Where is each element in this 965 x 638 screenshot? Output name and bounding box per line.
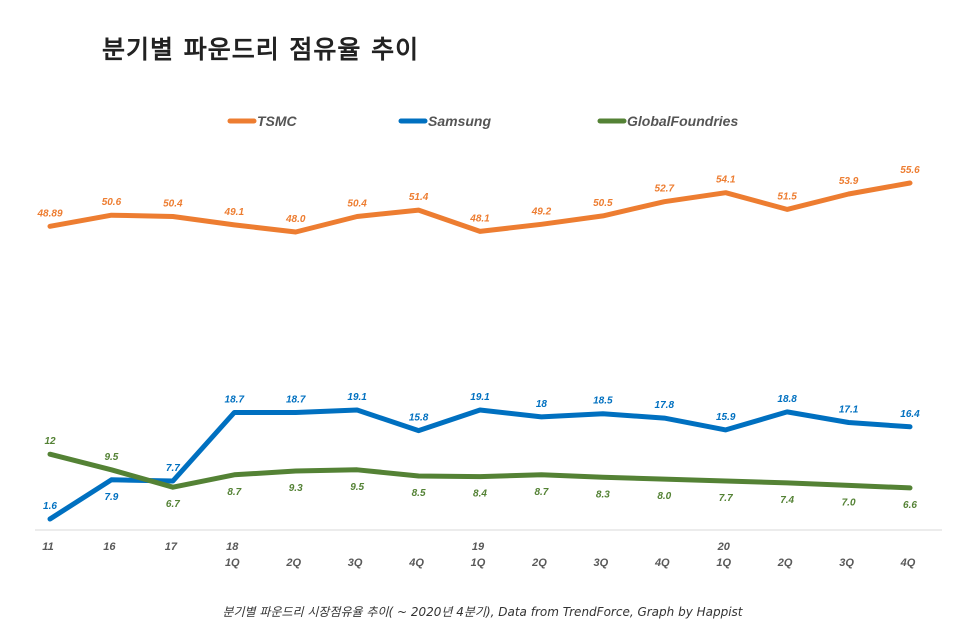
chart-caption: 분기별 파운드리 시장점유율 추이( ~ 2020년 4분기), Data fr…: [222, 605, 743, 619]
data-label-tsmc: 48.1: [469, 213, 490, 224]
x-axis-tick-labels: 11 16 17 18 1Q 2Q 3Q 4Q 19 1Q 2Q 3Q 4Q 20 1Q 2Q 3Q 4Q: [42, 541, 915, 569]
data-label-samsung: 16.4: [900, 409, 920, 420]
data-label-tsmc: 50.5: [593, 198, 613, 209]
x-tick-quarter: 1Q: [471, 557, 486, 569]
data-label-samsung: 19.1: [347, 392, 367, 403]
x-tick-year: 20: [717, 541, 731, 553]
data-label-globalfoundries: 8.5: [412, 488, 426, 499]
x-tick-quarter: 1Q: [716, 557, 731, 569]
data-label-globalfoundries: 9.3: [289, 483, 303, 494]
x-tick-quarter: 4Q: [900, 557, 916, 569]
chart-title: 분기별 파운드리 점유율 추이: [102, 35, 420, 64]
legend: TSMC Samsung GlobalFoundries: [227, 113, 738, 129]
data-label-globalfoundries: 12: [44, 436, 56, 447]
x-tick-quarter: 3Q: [839, 557, 854, 569]
data-label-tsmc: 50.4: [347, 199, 367, 210]
data-label-globalfoundries: 6.6: [903, 500, 917, 511]
data-label-tsmc: 51.4: [409, 192, 429, 203]
x-tick-year: 17: [165, 541, 178, 553]
data-label-globalfoundries: 8.4: [473, 489, 487, 500]
x-tick-year: 18: [226, 541, 239, 553]
x-tick-quarter: 3Q: [348, 557, 363, 569]
data-label-tsmc: 53.9: [839, 176, 859, 187]
data-label-tsmc: 54.1: [716, 175, 736, 186]
series-line-samsung: [47, 407, 913, 522]
data-label-tsmc: 50.4: [163, 199, 183, 210]
data-label-globalfoundries: 8.7: [227, 487, 241, 498]
data-label-tsmc: 55.6: [900, 165, 920, 176]
data-label-samsung: 7.7: [166, 463, 180, 474]
data-label-samsung: 7.9: [104, 492, 118, 503]
data-label-samsung: 17.8: [655, 400, 675, 411]
data-label-samsung: 18: [536, 399, 548, 410]
line-chart: TSMC Samsung GlobalFoundries 48.89 50.6 50.4…: [35, 113, 942, 569]
data-label-samsung: 18.7: [286, 394, 306, 405]
data-labels: 48.89 50.6 50.4 49.1 48.0 50.4 51.4 48.1 49.2 50.…: [36, 165, 920, 512]
legend-label-globalfoundries: GlobalFoundries: [627, 113, 738, 129]
x-tick-quarter: 2Q: [285, 557, 301, 569]
data-label-samsung: 18.5: [593, 396, 613, 407]
data-label-globalfoundries: 8.0: [657, 491, 671, 502]
data-label-globalfoundries: 9.5: [104, 452, 118, 463]
data-label-globalfoundries: 9.5: [350, 482, 364, 493]
data-label-tsmc: 48.89: [36, 208, 62, 219]
data-label-tsmc: 49.1: [224, 207, 245, 218]
data-label-tsmc: 49.2: [531, 206, 552, 217]
series-line-tsmc: [47, 180, 913, 235]
x-tick-quarter: 2Q: [531, 557, 547, 569]
data-label-globalfoundries: 8.3: [596, 489, 610, 500]
data-label-tsmc: 51.5: [777, 191, 797, 202]
data-label-tsmc: 48.0: [285, 214, 306, 225]
data-label-tsmc: 52.7: [655, 184, 675, 195]
data-label-tsmc: 50.6: [102, 197, 122, 208]
data-label-globalfoundries: 7.7: [719, 493, 733, 504]
x-tick-quarter: 4Q: [654, 557, 670, 569]
data-label-globalfoundries: 6.7: [166, 499, 180, 510]
x-tick-year: 19: [472, 541, 485, 553]
data-label-globalfoundries: 7.0: [842, 497, 856, 508]
data-label-samsung: 1.6: [43, 501, 57, 512]
x-tick-quarter: 4Q: [408, 557, 424, 569]
data-label-samsung: 18.8: [777, 394, 797, 405]
data-label-globalfoundries: 8.7: [534, 487, 548, 498]
x-tick-quarter: 3Q: [594, 557, 609, 569]
x-tick-quarter: 2Q: [777, 557, 793, 569]
data-label-samsung: 15.8: [409, 413, 429, 424]
data-label-samsung: 19.1: [470, 392, 490, 403]
series-line-globalfoundries: [47, 451, 913, 491]
x-tick-year: 16: [103, 541, 116, 553]
data-label-samsung: 17.1: [839, 404, 859, 415]
data-label-samsung: 18.7: [225, 394, 245, 405]
x-tick-quarter: 1Q: [225, 557, 240, 569]
data-label-samsung: 15.9: [716, 412, 736, 423]
series-lines: [47, 180, 913, 522]
x-tick-year: 11: [42, 541, 53, 553]
legend-label-samsung: Samsung: [428, 113, 491, 129]
data-label-globalfoundries: 7.4: [780, 495, 794, 506]
legend-label-tsmc: TSMC: [257, 113, 298, 129]
